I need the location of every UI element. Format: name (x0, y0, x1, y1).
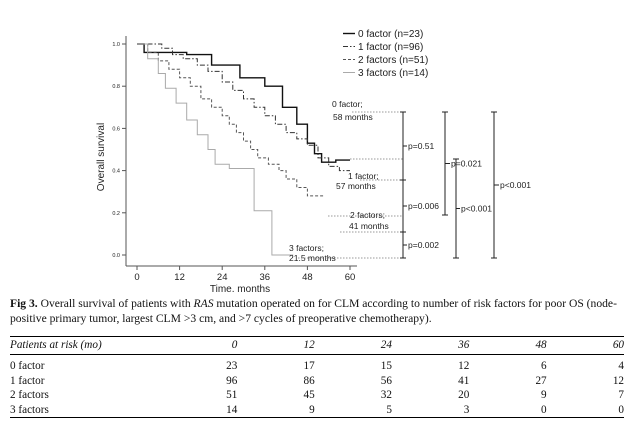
p-value-label: p=0.002 (408, 240, 439, 250)
table-cell: 15 (380, 360, 392, 373)
table-row: 2 factors 51 45 32 20 9 7 (10, 388, 624, 403)
annotation-label: 2 factors; (350, 210, 385, 220)
table-cell: 9 (309, 403, 315, 416)
survival-curve-0 (137, 43, 350, 163)
table-cell: 7 (618, 389, 624, 402)
row-label: 3 factors (10, 403, 49, 416)
at-risk-header-12: 12 (303, 339, 315, 351)
at-risk-header-row: Patients at risk (mo) 0 12 24 36 48 60 (10, 336, 624, 355)
survival-figure: 0.0 0.2 0.4 0.6 0.8 1.0 0 12 24 36 48 60 Time, month… (96, 29, 531, 292)
y-tick-label: 0.2 (112, 211, 120, 217)
table-row: 1 factor 96 86 56 41 27 12 (10, 374, 624, 389)
legend: 0 factor (n=23) 1 factor (n=96) 2 factors … (343, 29, 428, 79)
y-axis-title: Overall survival (96, 123, 107, 191)
p-value-label: p=0.51 (408, 141, 435, 151)
legend-label-0: 0 factor (n=23) (358, 29, 423, 40)
table-cell: 3 (463, 403, 470, 416)
annotation-label: 41 months (349, 221, 389, 231)
p-value-label: p=0.021 (451, 159, 482, 169)
table-cell: 41 (458, 374, 470, 387)
table-cell: 12 (458, 360, 470, 373)
y-tick-label: 0.8 (112, 84, 120, 90)
at-risk-header-36: 36 (458, 339, 470, 351)
table-cell: 20 (458, 389, 470, 402)
table-cell: 96 (226, 374, 238, 387)
at-risk-header-label: Patients at risk (mo) (10, 339, 102, 351)
caption-italic: RAS (193, 297, 214, 310)
legend-label-2: 2 factors (n=51) (358, 55, 428, 66)
row-label: 1 factor (10, 374, 45, 387)
x-axis-title: Time, months (210, 284, 270, 292)
table-cell: 0 (541, 403, 547, 416)
table-cell: 4 (618, 360, 624, 373)
annotation-label: 1 factor; (348, 171, 379, 181)
y-tick-label: 0.6 (112, 126, 120, 132)
annotation-label: 0 factor; (332, 99, 363, 109)
table-row: 3 factors 14 9 5 3 0 0 (10, 403, 624, 418)
caption-text-2: mutation operated on for CLM according t… (10, 297, 617, 325)
table-cell: 23 (226, 360, 238, 373)
y-tick-label: 0.0 (112, 253, 120, 259)
table-cell: 14 (226, 403, 238, 416)
survival-curves (137, 43, 350, 256)
at-risk-table: Patients at risk (mo) 0 12 24 36 48 60 0… (10, 336, 624, 418)
p-value-label: p<0.001 (500, 180, 531, 190)
caption-text-1: Overall survival of patients with (37, 297, 194, 310)
annotation-label: 57 months (336, 181, 376, 191)
table-cell: 6 (541, 360, 547, 373)
x-tick-label: 48 (302, 272, 313, 283)
table-cell: 5 (386, 403, 392, 416)
x-tick-label: 36 (260, 272, 271, 283)
table-cell: 0 (618, 403, 624, 416)
survival-curve-2 (137, 43, 326, 197)
legend-label-1: 1 factor (n=96) (358, 42, 423, 53)
y-tick-label: 0.4 (112, 169, 120, 175)
y-tick-label: 1.0 (112, 42, 120, 48)
table-cell: 27 (535, 374, 547, 387)
annotation-label: 21.5 months (289, 253, 336, 263)
table-cell: 12 (612, 374, 624, 387)
at-risk-header-60: 60 (612, 339, 624, 351)
x-tick-label: 24 (217, 272, 228, 283)
p-value-label: p=0.006 (408, 201, 439, 211)
table-cell: 9 (541, 389, 547, 402)
legend-label-3: 3 factors (n=14) (358, 68, 428, 79)
table-cell: 17 (303, 360, 315, 373)
annotation-label: 58 months (333, 112, 373, 122)
table-cell: 86 (303, 374, 315, 387)
x-tick-label: 0 (134, 272, 139, 283)
figure-caption: Fig 3. Overall survival of patients with… (10, 296, 624, 326)
x-tick-label: 60 (345, 272, 356, 283)
median-annotations: 0 factor; 58 months 1 factor;57 months 2 fa… (289, 99, 403, 263)
caption-lead: Fig 3. (10, 297, 38, 310)
axes: 0.0 0.2 0.4 0.6 0.8 1.0 0 12 24 36 48 60 Time, month… (96, 36, 357, 292)
table-cell: 45 (303, 389, 315, 402)
at-risk-header-0: 0 (231, 339, 238, 351)
table-cell: 56 (380, 374, 392, 387)
table-row: 0 factor 23 17 15 12 6 4 (10, 355, 624, 374)
p-value-brackets: p=0.51 p=0.006 p=0.002 p=0.021 p<0.001 p<0.00… (400, 111, 531, 259)
survival-curve-3 (137, 43, 294, 256)
at-risk-header-24: 24 (380, 339, 392, 351)
table-cell: 32 (380, 389, 392, 402)
row-label: 2 factors (10, 389, 49, 402)
p-value-label: p<0.001 (461, 204, 492, 214)
survival-curve-1 (137, 43, 350, 172)
row-label: 0 factor (10, 360, 45, 373)
at-risk-header-48: 48 (535, 339, 547, 351)
x-tick-label: 12 (174, 272, 185, 283)
annotation-label: 3 factors; (289, 243, 324, 253)
table-cell: 51 (226, 389, 238, 402)
